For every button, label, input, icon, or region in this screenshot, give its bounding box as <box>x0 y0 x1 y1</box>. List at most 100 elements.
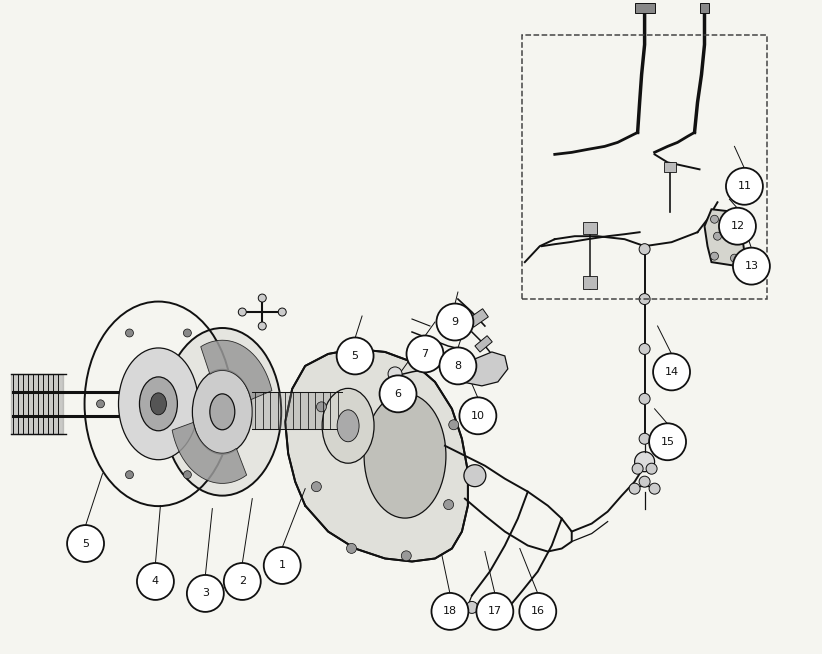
Ellipse shape <box>150 393 166 415</box>
Text: 9: 9 <box>451 317 459 327</box>
Circle shape <box>337 337 373 374</box>
Circle shape <box>449 420 459 430</box>
Text: 16: 16 <box>531 606 545 616</box>
Circle shape <box>640 476 650 487</box>
Circle shape <box>731 213 738 220</box>
Text: 6: 6 <box>395 389 401 399</box>
Circle shape <box>713 232 722 240</box>
Circle shape <box>640 343 650 354</box>
Text: 10: 10 <box>471 411 485 421</box>
Circle shape <box>710 215 718 223</box>
Ellipse shape <box>364 393 446 518</box>
Circle shape <box>640 294 650 305</box>
Circle shape <box>137 563 174 600</box>
Text: 12: 12 <box>731 221 745 232</box>
Polygon shape <box>172 422 247 483</box>
Polygon shape <box>704 209 745 266</box>
Text: 3: 3 <box>202 589 209 598</box>
Circle shape <box>258 294 266 302</box>
Circle shape <box>640 433 650 444</box>
Circle shape <box>477 593 513 630</box>
Ellipse shape <box>337 410 359 441</box>
Text: 14: 14 <box>664 367 679 377</box>
Circle shape <box>632 463 643 474</box>
Circle shape <box>238 308 247 316</box>
Text: 7: 7 <box>422 349 428 359</box>
Circle shape <box>67 525 104 562</box>
Polygon shape <box>201 340 272 400</box>
Circle shape <box>183 329 192 337</box>
Bar <box>522 35 768 299</box>
Text: 17: 17 <box>487 606 502 616</box>
Bar <box>468 309 488 327</box>
Circle shape <box>646 463 657 474</box>
Ellipse shape <box>464 465 486 487</box>
Circle shape <box>726 168 763 205</box>
Ellipse shape <box>140 377 178 431</box>
Circle shape <box>649 423 686 460</box>
Circle shape <box>710 252 718 260</box>
Polygon shape <box>462 352 508 386</box>
Text: 4: 4 <box>152 576 159 587</box>
Circle shape <box>653 353 690 390</box>
Bar <box>475 336 492 352</box>
Circle shape <box>388 367 402 381</box>
Circle shape <box>459 398 496 434</box>
Circle shape <box>498 614 510 627</box>
Circle shape <box>401 551 411 561</box>
Polygon shape <box>635 3 654 12</box>
Circle shape <box>466 602 478 613</box>
Polygon shape <box>583 276 597 289</box>
Ellipse shape <box>192 370 252 455</box>
Circle shape <box>440 347 477 385</box>
Circle shape <box>258 322 266 330</box>
Circle shape <box>432 593 469 630</box>
Circle shape <box>640 244 650 254</box>
Text: 2: 2 <box>238 576 246 587</box>
Circle shape <box>731 254 738 262</box>
Circle shape <box>347 543 357 553</box>
Circle shape <box>640 393 650 404</box>
Text: 5: 5 <box>352 351 358 361</box>
Circle shape <box>264 547 301 584</box>
Circle shape <box>212 400 220 408</box>
Text: 13: 13 <box>745 261 759 271</box>
Text: 11: 11 <box>737 181 751 192</box>
Circle shape <box>733 248 770 284</box>
Polygon shape <box>285 349 468 562</box>
Circle shape <box>719 208 756 245</box>
Text: 15: 15 <box>661 437 675 447</box>
Circle shape <box>380 375 417 412</box>
Ellipse shape <box>164 328 281 496</box>
Polygon shape <box>663 162 676 173</box>
Circle shape <box>635 452 654 472</box>
Circle shape <box>407 336 443 372</box>
Circle shape <box>436 303 473 341</box>
Circle shape <box>359 351 369 360</box>
Circle shape <box>126 471 133 479</box>
Polygon shape <box>583 222 597 234</box>
Circle shape <box>312 482 321 492</box>
Ellipse shape <box>322 388 374 463</box>
Ellipse shape <box>210 394 235 430</box>
Circle shape <box>444 500 454 509</box>
Circle shape <box>413 358 423 368</box>
Circle shape <box>96 400 104 408</box>
Circle shape <box>520 593 556 630</box>
Text: 8: 8 <box>455 361 461 371</box>
Polygon shape <box>252 392 342 429</box>
Ellipse shape <box>118 348 198 460</box>
Circle shape <box>183 471 192 479</box>
Circle shape <box>727 230 736 238</box>
Circle shape <box>629 483 640 494</box>
Circle shape <box>278 308 286 316</box>
Polygon shape <box>11 374 62 434</box>
Circle shape <box>649 483 660 494</box>
Text: 5: 5 <box>82 538 89 549</box>
Text: 18: 18 <box>443 606 457 616</box>
Polygon shape <box>700 3 709 12</box>
Circle shape <box>187 575 224 612</box>
Circle shape <box>126 329 133 337</box>
Circle shape <box>316 402 326 412</box>
Circle shape <box>224 563 261 600</box>
